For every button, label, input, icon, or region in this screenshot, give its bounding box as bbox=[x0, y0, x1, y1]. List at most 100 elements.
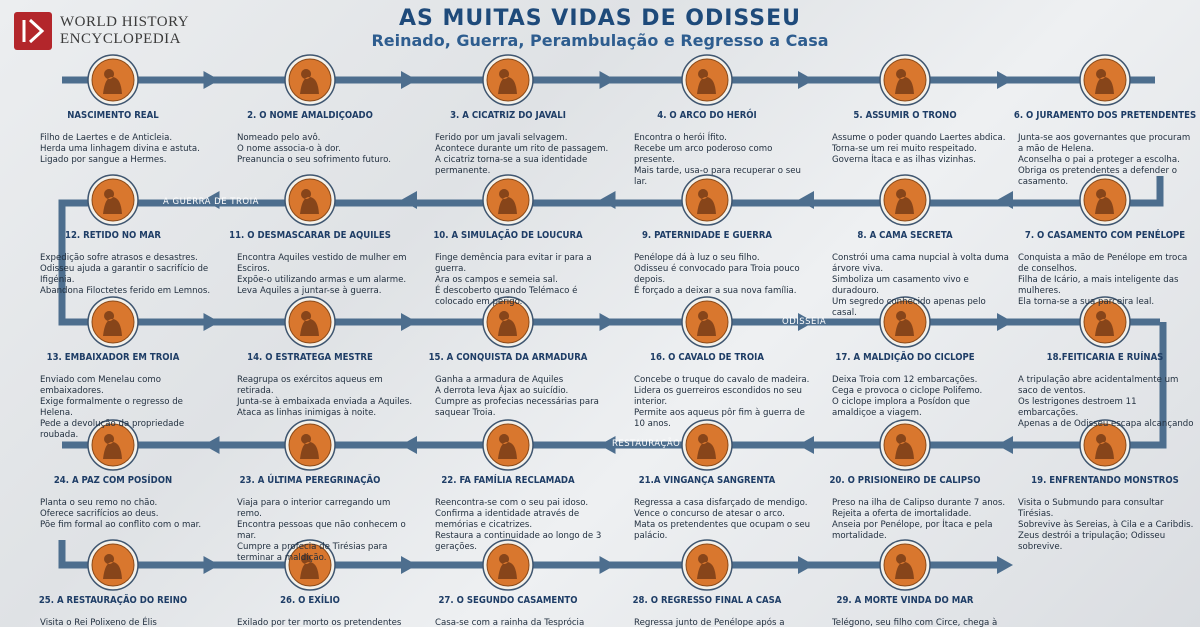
node-title: 8. A CAMA SECRETA bbox=[857, 230, 953, 241]
arrowhead bbox=[401, 556, 417, 574]
node-description: Ferido por um javali selvagem. Acontece d… bbox=[435, 133, 613, 177]
description-line: Conquista a mão de Penélope em troca de … bbox=[1018, 253, 1188, 274]
node-title: 26. O EXÍLIO bbox=[280, 595, 340, 606]
node-description: Nomeado pelo avô. O nome associa-o à dor.… bbox=[237, 133, 415, 166]
node-title: 16. O CAVALO DE TROIA bbox=[650, 352, 764, 363]
description-line: Visita o Submundo para consultar Tirésia… bbox=[1018, 498, 1164, 519]
description-line: Nomeado pelo avô. bbox=[237, 133, 321, 143]
description-line: Obriga os pretendentes a defender o casa… bbox=[1018, 166, 1178, 187]
medallion-figure bbox=[697, 69, 716, 94]
arrowhead bbox=[599, 556, 616, 574]
description-line: Recebe um arco poderoso como presente. bbox=[634, 144, 773, 165]
description-line: Cumpre as profecias necessárias para saq… bbox=[435, 397, 599, 418]
description-line: A tripulação abre acidentalmente um saco… bbox=[1018, 375, 1179, 396]
description-line: Cega e provoca o ciclope Polifemo. bbox=[832, 386, 983, 396]
description-line: Sobrevive às Sereias, à Cila e a Caribdi… bbox=[1018, 520, 1194, 530]
medallion-figure bbox=[895, 311, 914, 336]
arrowhead bbox=[203, 313, 220, 331]
arrowhead bbox=[203, 71, 220, 89]
node-title: 29. A MORTE VINDA DO MAR bbox=[836, 595, 974, 606]
medallion-figure bbox=[895, 554, 914, 579]
arrowheads bbox=[203, 71, 1013, 574]
node-description: Visita o Rei Polixeno de Élis bbox=[40, 618, 218, 627]
description-line: Cumpre a profecia de Tirésias para termi… bbox=[237, 542, 388, 563]
arrowhead bbox=[798, 436, 814, 454]
description-line: Ganha a armadura de Aquiles bbox=[435, 375, 564, 385]
description-line: Oferece sacrifícios ao deus. bbox=[40, 509, 159, 519]
arrowhead bbox=[997, 436, 1013, 454]
row-line bbox=[62, 322, 1167, 449]
description-line: Filho de Laertes e de Anticleia. bbox=[40, 133, 173, 143]
band-label: ODISSEIA bbox=[782, 317, 827, 327]
medallion-figure bbox=[1095, 69, 1114, 94]
arrowhead bbox=[599, 71, 616, 89]
node-title: 22. FA FAMÍLIA RECLAMADA bbox=[441, 475, 575, 486]
node-title: 27. O SEGUNDO CASAMENTO bbox=[438, 595, 578, 606]
description-line: Expõe-o utilizando armas e um alarme. bbox=[237, 275, 407, 285]
medallion-figure bbox=[103, 554, 122, 579]
node-description: Exilado por ter morto os pretendentes bbox=[237, 618, 415, 627]
node-title: 7. O CASAMENTO COM PENÉLOPE bbox=[1024, 230, 1186, 241]
description-line: Ferido por um javali selvagem. bbox=[435, 133, 568, 143]
arrowhead bbox=[401, 191, 417, 209]
medallion-figure bbox=[1095, 434, 1114, 459]
description-line: Reagrupa os exércitos aqueus em retirada… bbox=[237, 375, 383, 396]
description-line: Ela torna-se a sua parceira leal. bbox=[1018, 297, 1155, 307]
description-line: O ciclope implora a Posídon que amaldiço… bbox=[832, 397, 970, 418]
description-line: Casa-se com a rainha da Tesprócia bbox=[435, 618, 585, 627]
description-line: Os lestrigones destroem 11 embarcações. bbox=[1018, 397, 1137, 418]
description-line: Exilado por ter morto os pretendentes bbox=[237, 618, 402, 627]
arrowhead bbox=[203, 191, 220, 209]
node-description: Conquista a mão de Penélope em troca de … bbox=[1018, 253, 1196, 308]
arrowhead bbox=[997, 71, 1013, 89]
description-line: Exige formalmente o regresso de Helena. bbox=[40, 397, 183, 418]
medallion-figure bbox=[1095, 311, 1114, 336]
description-line: Encontra o herói Ífito. bbox=[634, 133, 727, 143]
node-title: 17. A MALDIÇÃO DO CICLOPE bbox=[835, 352, 975, 363]
description-line: Odisseu é convocado para Troia pouco dep… bbox=[634, 264, 800, 285]
arrowhead bbox=[798, 556, 814, 574]
description-line: Abandona Filoctetes ferido em Lemnos. bbox=[40, 286, 211, 296]
arrowhead bbox=[997, 313, 1013, 331]
node-description: Enviado com Menelau como embaixadores. Ex… bbox=[40, 375, 218, 441]
arrowhead bbox=[401, 313, 417, 331]
medallion-figure bbox=[895, 189, 914, 214]
node-description: Expedição sofre atrasos e desastres. Odis… bbox=[40, 253, 218, 297]
node-description: Regressa junto de Penélope após a morte … bbox=[634, 618, 812, 627]
node-description: Telégono, seu filho com Circe, chega à i… bbox=[832, 618, 1010, 627]
description-line: Reencontra-se com o seu pai idoso. bbox=[435, 498, 589, 508]
description-line: Visita o Rei Polixeno de Élis bbox=[40, 618, 157, 627]
description-line: Põe fim formal ao conflito com o mar. bbox=[40, 520, 202, 530]
medallion-figure bbox=[697, 554, 716, 579]
description-line: Telégono, seu filho com Circe, chega à i… bbox=[832, 618, 998, 627]
medallion-figure bbox=[300, 311, 319, 336]
band-label: A GUERRA DE TROIA bbox=[163, 197, 259, 207]
logo-text: ENCYCLOPEDIA bbox=[60, 31, 181, 47]
node-title: 14. O ESTRATEGA MESTRE bbox=[247, 352, 373, 363]
arrowhead bbox=[203, 556, 220, 574]
title: AS MUITAS VIDAS DE ODISSEU bbox=[399, 6, 801, 31]
node-title: 28. O REGRESSO FINAL A CASA bbox=[632, 595, 782, 606]
description-line: Leva Aquiles a juntar-se à guerra. bbox=[237, 286, 382, 296]
description-line: Concebe o truque do cavalo de madeira. bbox=[634, 375, 810, 385]
logo-glyph bbox=[22, 18, 45, 44]
description-line: Enviado com Menelau como embaixadores. bbox=[40, 375, 162, 396]
description-line: Encontra Aquiles vestido de mulher em Es… bbox=[237, 253, 407, 274]
description-line: Um segredo conhecido apenas pelo casal. bbox=[832, 297, 986, 318]
description-line: Constrói uma cama nupcial à volta duma á… bbox=[832, 253, 1009, 274]
description-line: A cicatriz torna-se a sua identidade per… bbox=[435, 155, 588, 176]
description-line: Finge demência para evitar ir para a gue… bbox=[435, 253, 592, 274]
description-line: Governa Ítaca e as ilhas vizinhas. bbox=[832, 155, 976, 165]
description-line: Mais tarde, usa-o para recuperar o seu l… bbox=[634, 166, 802, 187]
description-line: Confirma a identidade através de memória… bbox=[435, 509, 580, 530]
arrowhead bbox=[599, 191, 616, 209]
description-line: Viaja para o interior carregando um remo… bbox=[237, 498, 391, 519]
node-description: Finge demência para evitar ir para a gue… bbox=[435, 253, 613, 308]
medallion-figure bbox=[103, 311, 122, 336]
medallion-figure bbox=[498, 434, 517, 459]
node-description: Concebe o truque do cavalo de madeira. Li… bbox=[634, 375, 812, 430]
medallion-figure bbox=[300, 554, 319, 579]
node-description: Reencontra-se com o seu pai idoso. Confir… bbox=[435, 498, 613, 553]
medallions bbox=[87, 54, 1131, 591]
